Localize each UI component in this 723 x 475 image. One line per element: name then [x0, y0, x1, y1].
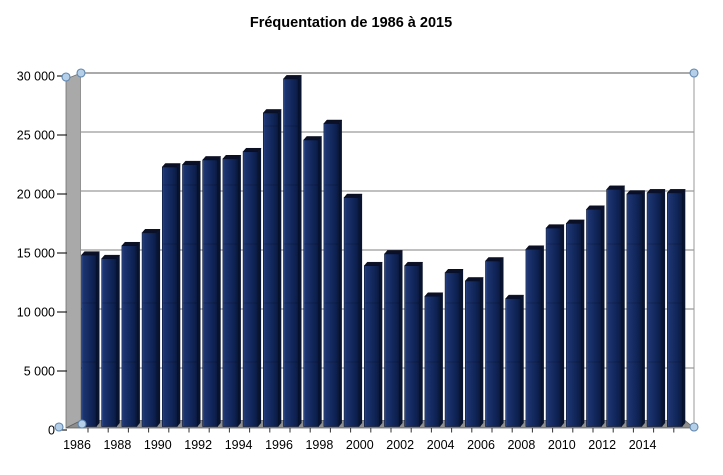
- x-tick-label: 1988: [103, 438, 131, 452]
- bar-1989[interactable]: [141, 229, 161, 427]
- y-tick-label: 15 000: [17, 246, 55, 260]
- bar-1995[interactable]: [262, 109, 282, 427]
- bar-2001[interactable]: [383, 250, 404, 427]
- y-tick-label: 25 000: [17, 128, 55, 142]
- bar-1997[interactable]: [303, 136, 323, 427]
- x-axis-ticks: [87, 428, 675, 433]
- left-wall: [65, 72, 82, 429]
- y-tick-label: 5 000: [24, 364, 55, 378]
- selection-handle[interactable]: [77, 419, 87, 429]
- bar-2005[interactable]: [464, 277, 484, 427]
- bars: [80, 75, 686, 427]
- selection-handles[interactable]: [54, 68, 699, 432]
- bar-1986[interactable]: [80, 251, 101, 427]
- x-tick-label: 1996: [265, 438, 293, 452]
- x-tick-label: 2012: [588, 438, 616, 452]
- bar-2010[interactable]: [565, 219, 585, 427]
- bar-1988[interactable]: [121, 241, 141, 427]
- y-tick-label: 0: [48, 423, 55, 437]
- x-tick-label: 2004: [427, 438, 455, 452]
- bar-2004[interactable]: [444, 269, 464, 427]
- selection-handle[interactable]: [76, 68, 86, 78]
- bar-1991[interactable]: [181, 160, 202, 427]
- bar-2007[interactable]: [505, 294, 525, 427]
- x-tick-label: 1994: [225, 438, 253, 452]
- selection-handle[interactable]: [689, 68, 699, 78]
- y-tick-label: 10 000: [17, 305, 55, 319]
- x-tick-label: 2006: [467, 438, 495, 452]
- bar-2014[interactable]: [646, 189, 666, 427]
- bar-1990[interactable]: [161, 163, 181, 427]
- x-tick-label: 2002: [386, 438, 414, 452]
- bar-2009[interactable]: [545, 224, 565, 427]
- bar-2002[interactable]: [404, 261, 424, 427]
- plot-border: [81, 72, 695, 427]
- x-tick-label: 2000: [346, 438, 374, 452]
- bar-2000[interactable]: [363, 261, 383, 427]
- bar-1987[interactable]: [101, 254, 121, 427]
- selection-handle[interactable]: [689, 422, 699, 432]
- bar-1993[interactable]: [222, 155, 242, 427]
- x-tick-label: 1990: [144, 438, 172, 452]
- bar-2015[interactable]: [666, 189, 686, 427]
- bar-1999[interactable]: [343, 193, 363, 427]
- bar-2012[interactable]: [606, 185, 626, 427]
- selection-handle[interactable]: [54, 422, 64, 432]
- bar-1998[interactable]: [323, 119, 343, 427]
- x-tick-label: 2010: [548, 438, 576, 452]
- chart-title: Fréquentation de 1986 à 2015: [250, 15, 452, 31]
- bar-2003[interactable]: [424, 292, 444, 427]
- bar-2013[interactable]: [626, 190, 646, 427]
- x-tick-label: 1998: [305, 438, 333, 452]
- x-axis-labels: 1986 1988 1990 1992 1994 1996 1998 2000 2002 2004…: [63, 438, 656, 452]
- x-tick-label: 2008: [507, 438, 535, 452]
- y-tick-label: 20 000: [17, 187, 55, 201]
- bar-1992[interactable]: [202, 156, 222, 427]
- bar-2008[interactable]: [525, 245, 545, 427]
- x-tick-label: 1986: [63, 438, 91, 452]
- y-tick-label: 30 000: [17, 69, 55, 83]
- bar-2006[interactable]: [484, 257, 505, 427]
- y-axis-labels: 0 5 000 10 000 15 000 20 000 25 000 30 000: [17, 69, 67, 437]
- bar-1994[interactable]: [242, 147, 262, 427]
- selection-handle[interactable]: [61, 72, 71, 82]
- x-tick-label: 1992: [184, 438, 212, 452]
- bar-1996[interactable]: [282, 75, 303, 427]
- bar-2011[interactable]: [585, 205, 606, 427]
- x-tick-label: 2014: [629, 438, 657, 452]
